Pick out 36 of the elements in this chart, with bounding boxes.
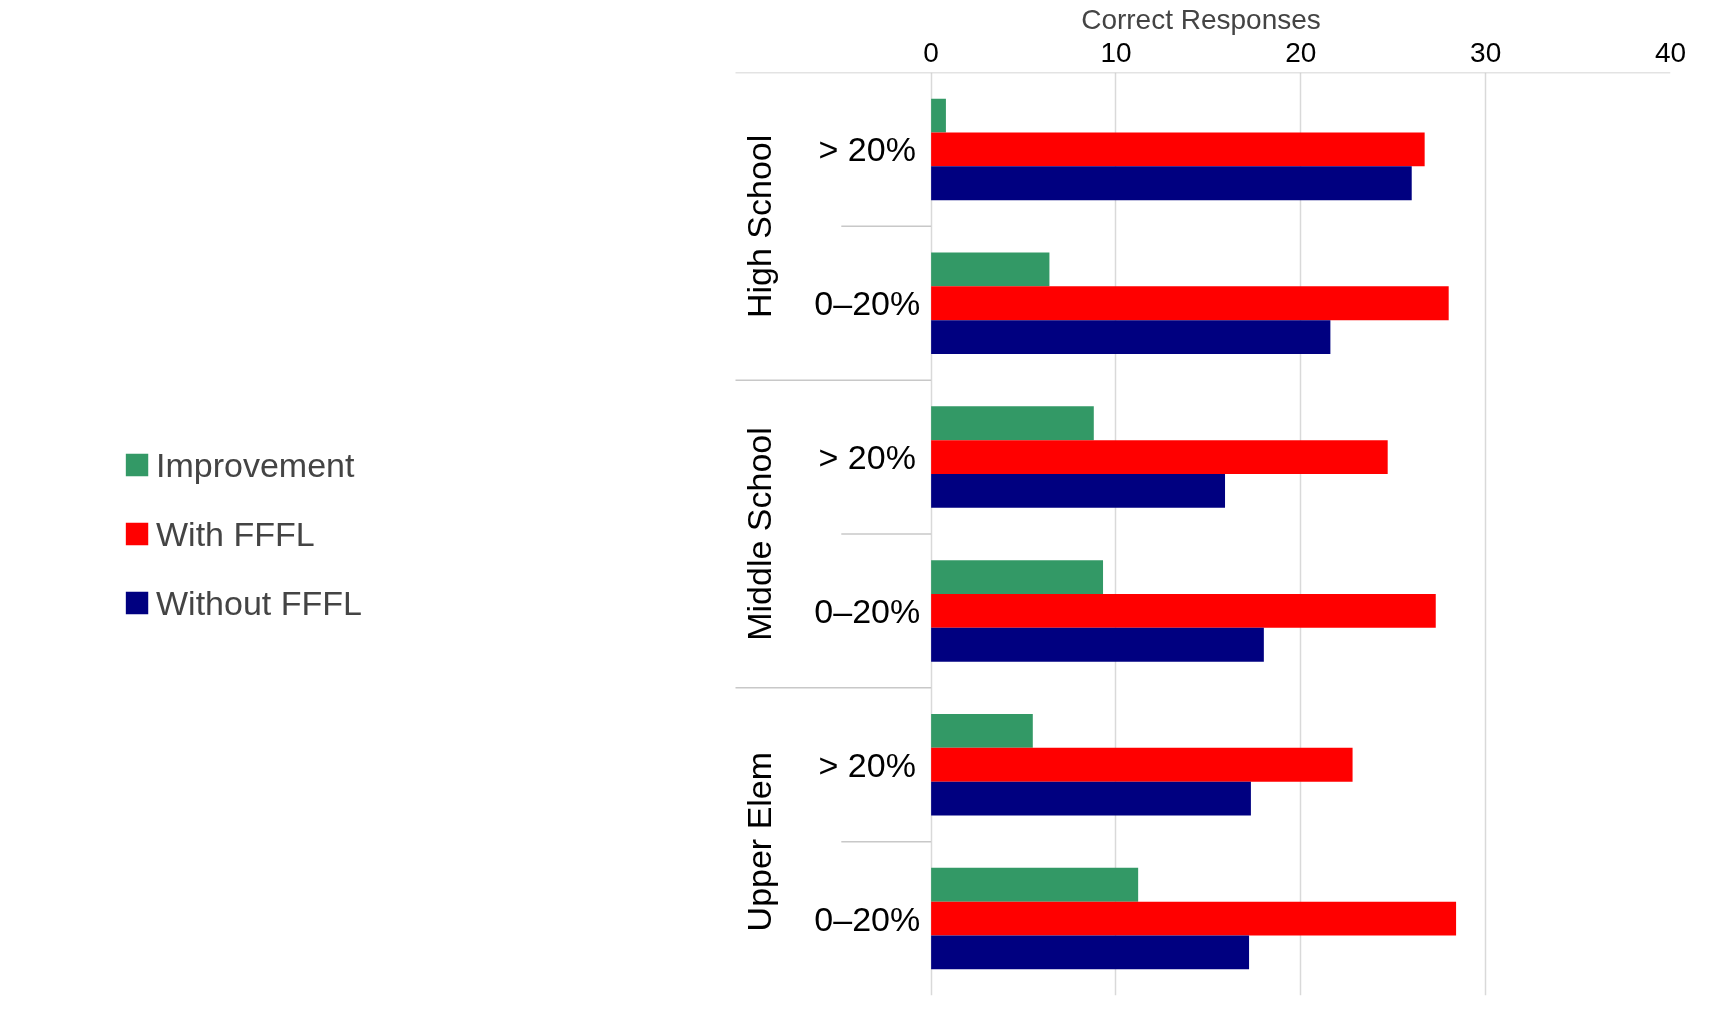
y-tick-label: > 20% — [818, 130, 916, 169]
legend-label: Improvement — [156, 445, 355, 484]
bar — [931, 747, 1353, 782]
bar — [931, 440, 1388, 475]
x-tick-label: 20 — [1285, 36, 1317, 68]
x-tick-label: 0 — [923, 36, 939, 68]
y-tick-label: 0–20% — [814, 899, 921, 938]
y-tick-label: > 20% — [818, 745, 916, 784]
bar — [931, 320, 1331, 355]
bar — [931, 627, 1264, 662]
bar — [931, 98, 946, 133]
x-tick-label: 10 — [1100, 36, 1132, 68]
bar — [931, 713, 1033, 748]
y-tick-label: 0–20% — [814, 284, 921, 323]
x-tick-label: 30 — [1470, 36, 1502, 68]
bar — [931, 867, 1139, 902]
bar — [931, 286, 1449, 321]
bar — [931, 901, 1457, 936]
text: Middle School — [740, 427, 779, 641]
bar — [931, 252, 1050, 287]
y-tick-label: 0–20% — [814, 591, 921, 630]
legend-label: Without FFFL — [156, 583, 362, 622]
text: High School — [740, 134, 779, 318]
legend-label: With FFFL — [156, 514, 315, 553]
bar — [931, 593, 1436, 628]
bar — [931, 166, 1412, 201]
bar — [931, 781, 1251, 816]
x-tick-label: 40 — [1654, 36, 1687, 68]
y-tick-label: > 20% — [818, 438, 916, 477]
bar — [931, 474, 1226, 508]
bar — [931, 935, 1250, 970]
bar — [931, 406, 1094, 441]
text: Upper Elem — [740, 751, 779, 932]
x-axis-title: Correct Responses — [1081, 3, 1321, 35]
bar — [931, 560, 1104, 594]
bar — [931, 132, 1425, 167]
